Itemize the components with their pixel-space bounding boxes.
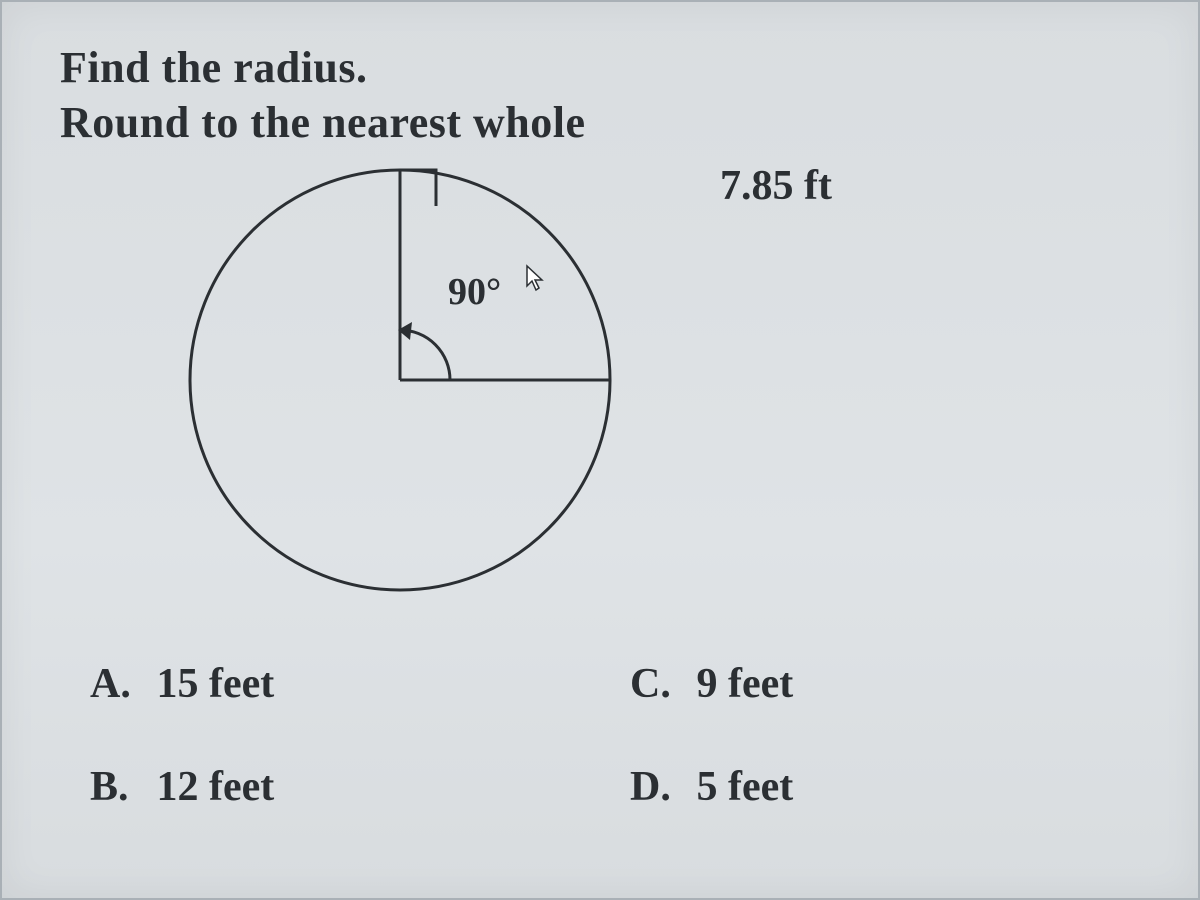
geometry-diagram <box>120 150 680 610</box>
arc-length-label: 7.85 ft <box>720 162 832 210</box>
figure: 7.85 ft 90° <box>60 150 1140 610</box>
answer-key: C. <box>630 660 686 708</box>
answer-choice-a[interactable]: A. 15 feet <box>90 660 570 708</box>
answer-choice-b[interactable]: B. 12 feet <box>90 763 570 811</box>
mouse-cursor-icon <box>525 264 545 292</box>
central-angle-label: 90° <box>448 270 501 314</box>
question-page: Find the radius. Round to the nearest wh… <box>0 0 1200 900</box>
answer-text: 12 feet <box>157 764 275 810</box>
answer-key: B. <box>90 763 146 811</box>
answer-choices: A. 15 feet C. 9 feet B. 12 feet D. 5 fee… <box>90 660 1110 811</box>
answer-key: A. <box>90 660 146 708</box>
right-angle-marker <box>400 170 436 206</box>
answer-choice-d[interactable]: D. 5 feet <box>630 763 1110 811</box>
answer-text: 9 feet <box>697 661 794 707</box>
question-line-1: Find the radius. <box>60 40 1140 95</box>
question-line-2: Round to the nearest whole <box>60 95 1140 150</box>
answer-key: D. <box>630 763 686 811</box>
answer-choice-c[interactable]: C. 9 feet <box>630 660 1110 708</box>
answer-text: 5 feet <box>697 764 794 810</box>
answer-text: 15 feet <box>157 661 275 707</box>
